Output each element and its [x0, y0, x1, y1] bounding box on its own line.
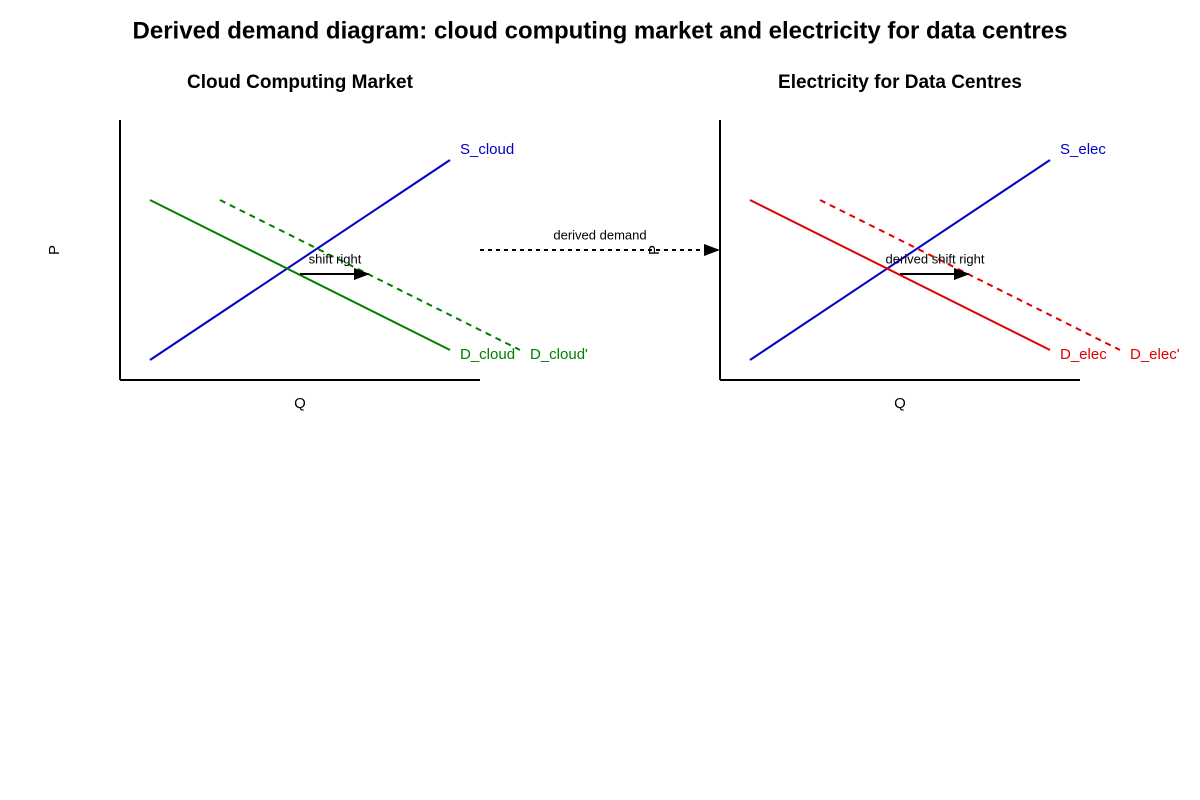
supply-line	[749, 159, 1051, 361]
x-label: Q	[894, 395, 906, 412]
arrow-head	[354, 268, 370, 280]
panel-title: Electricity for Data Centres	[778, 72, 1022, 93]
title: Derived demand diagram: cloud computing …	[133, 17, 1068, 44]
x-label: Q	[294, 395, 306, 412]
panel: Electricity for Data Centres P Q S_elec …	[646, 72, 1180, 412]
line-label: D_cloud'	[530, 346, 588, 363]
shifted-demand-line	[219, 199, 521, 351]
line-label: D_cloud	[460, 346, 515, 363]
panel-title: Cloud Computing Market	[187, 72, 414, 93]
panel: Cloud Computing Market P Q S_cloud D_clo…	[46, 72, 588, 412]
y-label: P	[646, 245, 663, 255]
line-label: S_elec	[1060, 141, 1106, 158]
arrow-head	[954, 268, 970, 280]
annotation: shift right	[309, 251, 362, 266]
y-label: P	[46, 245, 63, 255]
link-label: derived demand	[553, 227, 646, 242]
arrow-head	[704, 244, 720, 256]
line-label: D_elec	[1060, 346, 1107, 363]
line-label: D_elec'	[1130, 346, 1180, 363]
annotation: derived shift right	[886, 251, 985, 266]
shifted-demand-line	[819, 199, 1121, 351]
line-label: S_cloud	[460, 141, 514, 158]
supply-line	[149, 159, 451, 361]
